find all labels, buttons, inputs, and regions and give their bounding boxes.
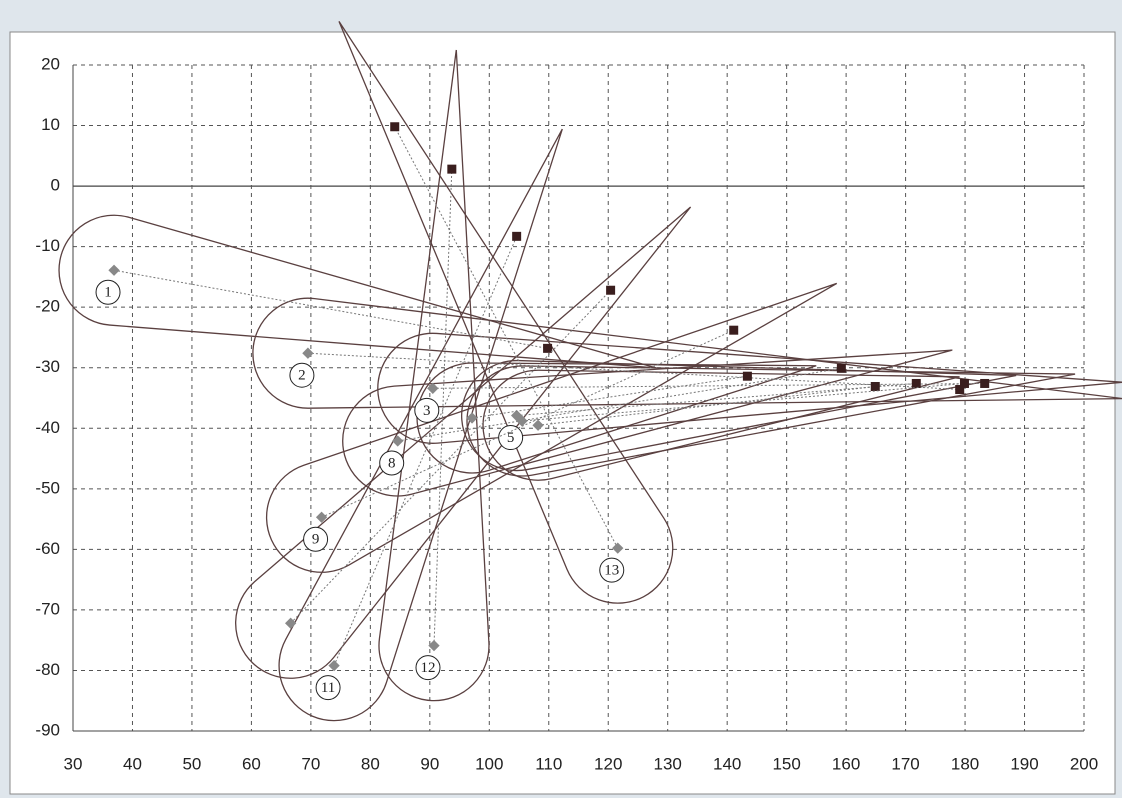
point-label: 8 bbox=[388, 455, 396, 471]
x-tick-label: 110 bbox=[535, 754, 562, 773]
start-point bbox=[328, 659, 340, 672]
label-circle bbox=[414, 397, 440, 423]
x-tick-label: 30 bbox=[64, 754, 83, 773]
label-circle bbox=[498, 425, 524, 451]
x-tick-label: 140 bbox=[713, 754, 741, 773]
x-tick-label: 100 bbox=[475, 754, 503, 773]
y-tick-label: -90 bbox=[35, 720, 60, 739]
start-point bbox=[516, 415, 528, 427]
x-tick-label: 170 bbox=[891, 754, 919, 773]
link-line bbox=[321, 329, 734, 518]
start-point bbox=[612, 542, 624, 554]
end-point bbox=[390, 122, 400, 132]
end-point bbox=[911, 378, 921, 388]
x-tick-label: 160 bbox=[832, 754, 860, 773]
end-point bbox=[512, 231, 522, 241]
label-circle bbox=[379, 450, 405, 476]
teardrop-outline bbox=[466, 365, 1076, 477]
end-point bbox=[742, 371, 752, 381]
end-point bbox=[543, 343, 553, 353]
teardrop-outline bbox=[265, 282, 838, 573]
x-tick-label: 40 bbox=[123, 754, 142, 773]
y-tick-label: -80 bbox=[35, 660, 60, 679]
link-line bbox=[333, 236, 518, 666]
x-tick-label: 150 bbox=[772, 754, 800, 773]
y-tick-label: -20 bbox=[35, 297, 60, 316]
teardrop-outline bbox=[278, 128, 563, 722]
teardrop-outline bbox=[378, 49, 490, 702]
teardrop-outline bbox=[482, 369, 960, 481]
label-circle bbox=[303, 526, 329, 552]
label-circle bbox=[95, 279, 121, 305]
label-circle bbox=[289, 362, 315, 388]
end-point bbox=[959, 378, 969, 388]
y-tick-label: -10 bbox=[35, 236, 60, 255]
teardrop-outline bbox=[252, 297, 1122, 409]
end-point bbox=[955, 385, 965, 395]
x-tick-label: 90 bbox=[420, 754, 439, 773]
x-tick-label: 180 bbox=[951, 754, 979, 773]
teardrop-outline bbox=[342, 349, 953, 497]
point-label: 12 bbox=[420, 660, 435, 676]
start-point bbox=[315, 511, 328, 523]
start-point bbox=[392, 435, 404, 447]
x-tick-label: 70 bbox=[301, 754, 320, 773]
y-tick-label: 10 bbox=[41, 115, 60, 134]
end-point bbox=[870, 381, 880, 391]
y-tick-label: -50 bbox=[35, 478, 60, 497]
label-circle bbox=[599, 557, 625, 583]
link-line bbox=[307, 352, 960, 391]
x-tick-label: 120 bbox=[594, 754, 622, 773]
x-tick-label: 80 bbox=[361, 754, 380, 773]
y-tick-label: -40 bbox=[35, 418, 60, 437]
link-line bbox=[538, 385, 876, 426]
link-line bbox=[433, 169, 453, 646]
point-label: 1 bbox=[104, 285, 112, 301]
teardrop-outline bbox=[235, 206, 692, 679]
x-tick-label: 190 bbox=[1010, 754, 1038, 773]
link-line bbox=[471, 375, 748, 419]
point-label: 3 bbox=[423, 403, 431, 419]
y-tick-label: -60 bbox=[35, 539, 60, 558]
teardrop-outline bbox=[416, 362, 817, 474]
end-point bbox=[836, 363, 846, 373]
point-label: 2 bbox=[298, 368, 306, 384]
link-line bbox=[113, 269, 548, 349]
end-point bbox=[980, 378, 990, 388]
x-tick-label: 130 bbox=[654, 754, 682, 773]
point-label: 13 bbox=[604, 563, 619, 579]
end-point bbox=[447, 164, 457, 174]
chart-frame bbox=[9, 31, 1116, 795]
point-label: 9 bbox=[312, 532, 320, 548]
y-tick-label: -70 bbox=[35, 599, 60, 618]
label-circle bbox=[415, 655, 441, 681]
start-point bbox=[428, 639, 440, 652]
start-point bbox=[285, 617, 297, 629]
start-point bbox=[532, 419, 544, 431]
y-tick-label: -30 bbox=[35, 357, 60, 376]
point-label: 11 bbox=[321, 680, 335, 696]
label-circle bbox=[315, 675, 341, 701]
x-tick-label: 60 bbox=[242, 754, 261, 773]
y-tick-label: 20 bbox=[41, 54, 60, 73]
teardrop-outline bbox=[58, 214, 657, 369]
end-point bbox=[729, 325, 739, 335]
x-tick-label: 200 bbox=[1070, 754, 1098, 773]
link-line bbox=[397, 367, 842, 442]
start-point bbox=[427, 382, 439, 394]
y-tick-label: 0 bbox=[51, 176, 60, 195]
x-tick-label: 50 bbox=[182, 754, 201, 773]
start-point bbox=[302, 347, 314, 359]
link-line bbox=[394, 126, 619, 549]
link-line bbox=[290, 289, 611, 624]
end-point bbox=[606, 285, 616, 295]
start-point bbox=[466, 412, 478, 424]
teardrop-outline bbox=[377, 332, 1122, 444]
teardrop-outline bbox=[338, 21, 674, 604]
point-label: 5 bbox=[507, 430, 515, 446]
link-line bbox=[516, 382, 917, 417]
